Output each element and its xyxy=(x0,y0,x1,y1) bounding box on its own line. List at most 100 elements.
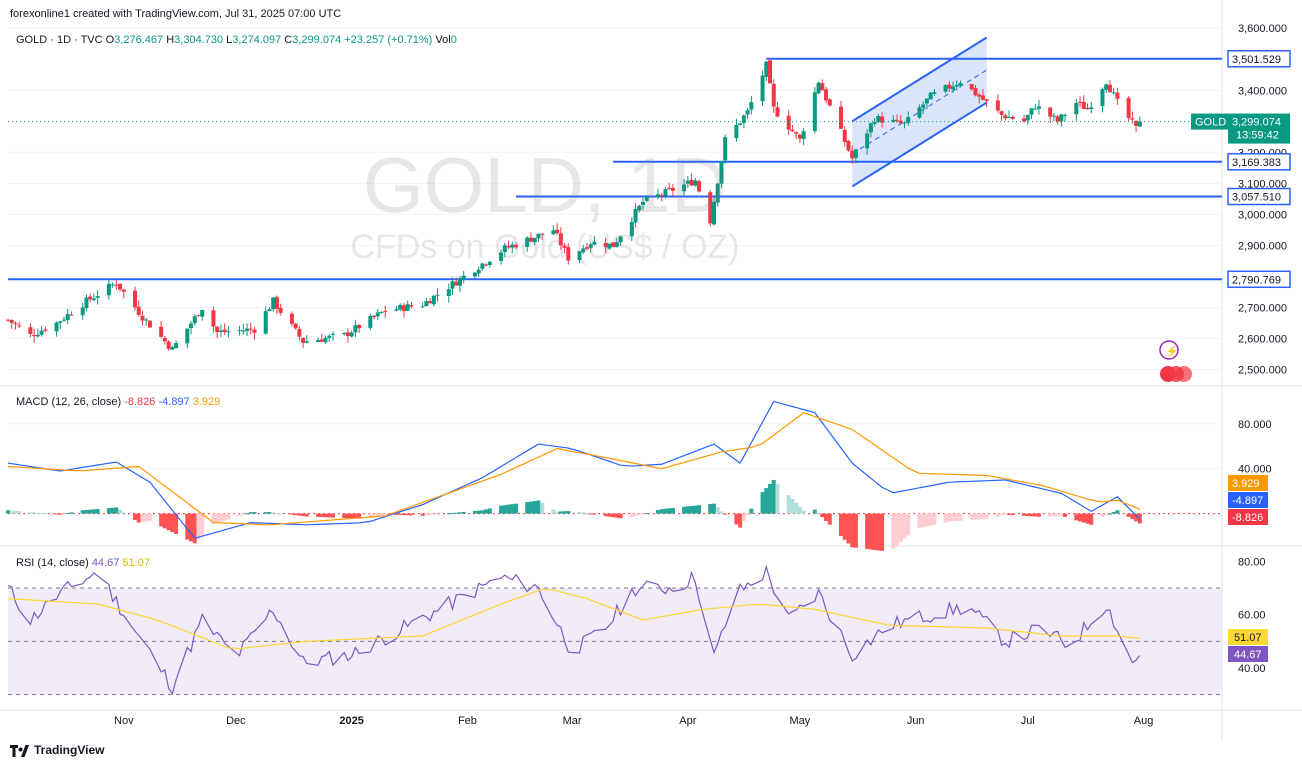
candle-body xyxy=(499,252,504,261)
candle-body xyxy=(263,311,268,334)
macd-signal-value: 3.929 xyxy=(192,396,221,408)
macd-histogram-bar xyxy=(1007,513,1012,515)
macd-histogram-bar xyxy=(480,510,485,514)
macd-histogram-bar xyxy=(1003,513,1008,515)
candle-body xyxy=(215,326,220,333)
macd-histogram-bar xyxy=(824,513,829,521)
tradingview-logo[interactable]: TradingView xyxy=(10,744,104,757)
candle-body xyxy=(121,289,126,292)
candle-body xyxy=(812,92,817,132)
macd-histogram-bar xyxy=(293,513,298,516)
macd-histogram-bar xyxy=(1025,513,1030,517)
candle-body xyxy=(924,98,929,104)
candle-body xyxy=(245,328,250,331)
candle-body xyxy=(682,184,687,192)
candle-body xyxy=(655,194,660,198)
macd-histogram-bar xyxy=(865,513,870,550)
macd-histogram-bar xyxy=(1036,513,1041,517)
macd-histogram-bar xyxy=(924,513,929,527)
candle-body xyxy=(1085,107,1090,110)
rsi-axis-tick: 40.00 xyxy=(1238,663,1266,675)
candle-body xyxy=(528,237,533,242)
candle-body xyxy=(136,306,141,315)
candle-body xyxy=(159,326,164,337)
level-price-box xyxy=(1227,50,1291,68)
macd-histogram-bar xyxy=(853,513,858,548)
macd-histogram-bar xyxy=(401,513,406,516)
time-axis-tick: Jul xyxy=(1021,715,1035,727)
macd-histogram-bar xyxy=(794,502,799,514)
rsi-legend[interactable]: RSI (14, close) 44.67 51.07 xyxy=(16,557,150,570)
candle-body xyxy=(1115,92,1120,99)
candle-body xyxy=(902,122,907,124)
macd-histogram-bar xyxy=(304,513,309,517)
macd-legend[interactable]: MACD (12, 26, close) -8.826 -4.897 3.929 xyxy=(16,396,220,409)
candle-body xyxy=(577,251,582,261)
macd-histogram-bar xyxy=(771,479,776,514)
time-axis-tick: Apr xyxy=(679,715,696,727)
candle-body xyxy=(536,233,541,239)
candle-body xyxy=(663,189,668,197)
macd-histogram-bar xyxy=(424,513,429,516)
macd-histogram-bar xyxy=(32,512,37,514)
macd-histogram-bar xyxy=(775,483,780,514)
macd-histogram-bar xyxy=(241,513,246,515)
candle-body xyxy=(372,315,377,317)
macd-histogram-bar xyxy=(581,512,586,514)
candle-body xyxy=(454,281,459,286)
macd-histogram-bar xyxy=(289,513,294,515)
candle-body xyxy=(1081,101,1086,109)
candle-body xyxy=(891,119,896,123)
candle-body xyxy=(185,328,190,344)
ohlc-legend[interactable]: GOLD · 1D · TVC O3,276.467 H3,304.730 L3… xyxy=(16,34,457,47)
candle-body xyxy=(304,341,309,343)
candle-body xyxy=(6,319,10,321)
macd-histogram-bar xyxy=(943,513,948,523)
macd-histogram-bar xyxy=(345,513,350,519)
macd-histogram-bar xyxy=(62,513,67,515)
candle-body xyxy=(248,328,253,330)
macd-histogram-bar xyxy=(428,513,433,516)
rsi-value-badge-label: 51.07 xyxy=(1234,632,1262,644)
macd-histogram-bar xyxy=(969,513,974,520)
macd-histogram-bar xyxy=(536,500,541,514)
candle-body xyxy=(723,137,728,161)
macd-histogram-bar xyxy=(984,513,989,519)
macd-histogram-bar xyxy=(760,492,765,514)
lightning-event-icon xyxy=(1159,340,1179,360)
macd-histogram-bar xyxy=(506,504,511,514)
macd-histogram-bar xyxy=(91,509,96,514)
symbol-badge-label: GOLD xyxy=(1195,117,1226,129)
macd-histogram-bar xyxy=(405,513,410,516)
level-price-box xyxy=(1227,153,1291,171)
candle-body xyxy=(342,332,347,335)
level-price-label: 2,790.769 xyxy=(1232,274,1281,286)
macd-histogram-bar xyxy=(446,513,451,515)
macd-histogram-bar xyxy=(166,513,171,531)
macd-histogram-bar xyxy=(248,512,253,514)
candle-body xyxy=(35,334,40,337)
macd-histogram-bar xyxy=(741,513,746,522)
candle-body xyxy=(401,305,406,312)
macd-value-badge xyxy=(1228,509,1268,525)
macd-histogram-bar xyxy=(607,513,612,517)
candle-body xyxy=(1107,84,1112,93)
macd-histogram-bar xyxy=(215,513,220,523)
macd-histogram-group xyxy=(6,479,1142,551)
macd-histogram-bar xyxy=(106,508,111,514)
macd-histogram-bar xyxy=(734,513,739,525)
candle-body xyxy=(607,243,612,249)
candle-body xyxy=(196,315,201,317)
rsi-value-badge-label: 44.67 xyxy=(1234,649,1262,661)
candle-body xyxy=(9,319,14,323)
macd-histogram-bar xyxy=(1107,513,1112,515)
lightning-glyph: ⚡ xyxy=(1165,345,1179,358)
macd-histogram-bar xyxy=(895,513,900,546)
macd-histogram-bar xyxy=(196,513,201,540)
candle-body xyxy=(670,187,675,191)
candle-body xyxy=(357,324,362,329)
macd-histogram-bar xyxy=(592,513,597,515)
candle-body xyxy=(532,237,537,243)
